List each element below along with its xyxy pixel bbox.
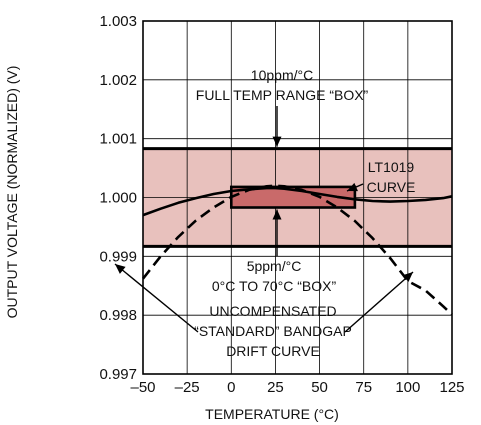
lt1019-curve-label-line1: LT1019 — [368, 159, 415, 175]
y-tick-label: 1.003 — [99, 13, 137, 30]
x-tick-label: 75 — [355, 379, 372, 396]
lt1019-curve — [142, 186, 453, 217]
uncomp-left-arrow-shaft — [114, 263, 199, 333]
x-tick-label: 0 — [227, 379, 235, 396]
annotation-layer: 10ppm/°C FULL TEMP RANGE “BOX” LT1019 CU… — [194, 67, 415, 359]
uncomp-curve-label-line2: “STANDARD” BANDGAP — [194, 323, 352, 339]
arrows-layer — [114, 106, 414, 333]
plot-frame — [142, 20, 453, 375]
uncomp-right-arrow-head — [402, 272, 413, 282]
y-tick-label: 1.002 — [99, 72, 137, 89]
full-box-arrow-head — [272, 136, 282, 147]
uncomp-curve-label-line3: DRIFT CURVE — [226, 343, 320, 359]
x-tick-label: –50 — [130, 379, 155, 396]
x-tick-label: 100 — [395, 379, 420, 396]
lt1019-curve-label-line2: CURVE — [367, 179, 416, 195]
lt1019-arrow-head — [347, 182, 358, 192]
small-box-label-line2: 0°C TO 70°C “BOX” — [212, 278, 337, 294]
x-axis-title: TEMPERATURE (°C) — [205, 406, 339, 422]
full-box-label-line1: 10ppm/°C — [251, 67, 313, 83]
y-tick-label: 0.997 — [99, 366, 137, 383]
x-tick-label: 125 — [439, 379, 464, 396]
uncomp-right-arrow-shaft — [344, 271, 414, 333]
ticks-layer: –50 –25 0 25 50 75 100 125 0.997 0.998 0.999 1.000 1… — [99, 13, 464, 396]
uncomp-left-arrow-head — [115, 264, 126, 274]
full-box-label-line2: FULL TEMP RANGE “BOX” — [196, 87, 369, 103]
y-tick-label: 0.999 — [99, 248, 137, 265]
y-tick-label: 1.001 — [99, 131, 137, 148]
small-box-arrow-head — [272, 209, 282, 220]
x-tick-label: 25 — [267, 379, 284, 396]
y-axis-title: OUTPUT VOLTAGE (NORMALIZED) (V) — [4, 66, 20, 319]
small-box-label-line1: 5ppm/°C — [247, 258, 302, 274]
y-tick-label: 0.998 — [99, 307, 137, 324]
x-tick-label: 50 — [311, 379, 328, 396]
y-tick-label: 1.000 — [99, 190, 137, 207]
x-tick-label: –25 — [175, 379, 200, 396]
uncomp-curve-label-line1: UNCOMPENSATED — [209, 303, 336, 319]
